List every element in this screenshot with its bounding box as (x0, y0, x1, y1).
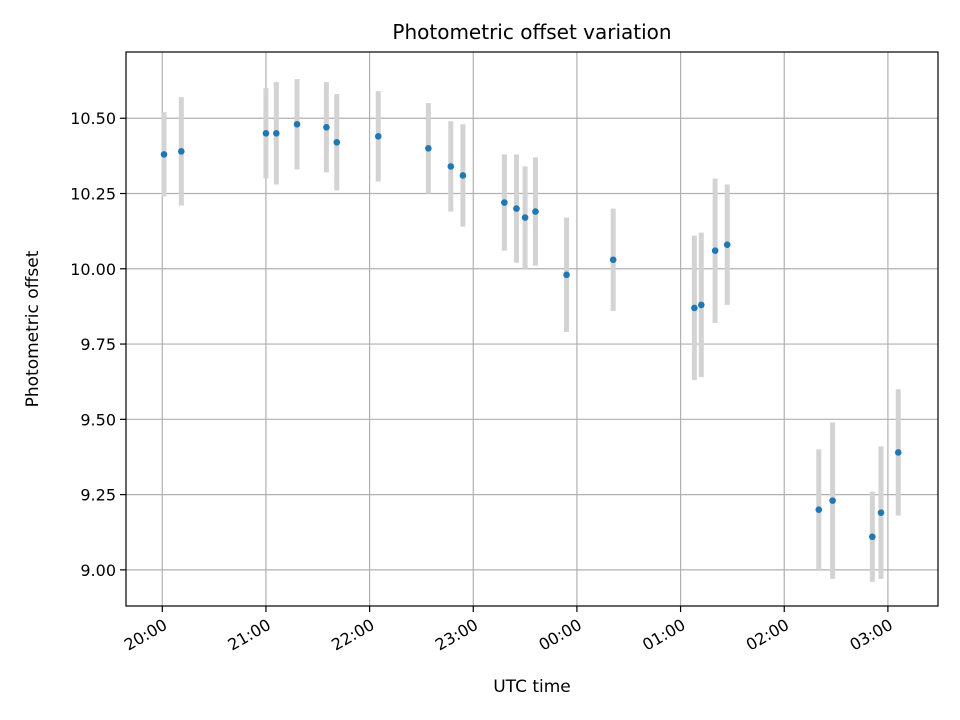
data-point (877, 509, 885, 516)
y-axis-title: Photometric offset (23, 250, 43, 407)
chart-title: Photometric offset variation (392, 20, 671, 44)
y-tick-label: 9.75 (80, 335, 116, 354)
plot-frame (125, 51, 939, 607)
data-point (711, 247, 719, 255)
data-point (333, 139, 341, 146)
y-tick-label: 10.50 (70, 109, 116, 128)
y-tick-label: 9.00 (80, 561, 116, 580)
data-point (459, 172, 467, 179)
data-point (691, 304, 698, 312)
y-tick-label: 9.50 (80, 410, 116, 429)
data-point (374, 133, 382, 140)
data-point (293, 120, 301, 128)
y-tick-label: 10.25 (70, 185, 116, 204)
y-tick-label: 10.00 (70, 260, 116, 279)
data-point (609, 256, 617, 264)
data-point (447, 163, 455, 170)
data-point (698, 301, 705, 309)
data-point (563, 271, 570, 279)
data-points (160, 120, 902, 541)
data-point (160, 151, 168, 158)
data-point (723, 241, 731, 248)
data-point (513, 205, 520, 212)
data-point (501, 199, 508, 206)
grid (126, 52, 938, 606)
data-point (829, 497, 836, 504)
y-tick-label: 9.25 (80, 486, 116, 505)
data-point (273, 129, 280, 137)
x-axis-title: UTC time (493, 677, 571, 697)
data-point (521, 214, 529, 221)
data-point (425, 145, 432, 152)
data-point (815, 506, 823, 513)
data-point (262, 129, 270, 137)
data-point (869, 533, 876, 541)
data-point (894, 449, 902, 456)
data-point (323, 123, 330, 131)
data-point (532, 208, 539, 215)
data-point (177, 148, 185, 155)
